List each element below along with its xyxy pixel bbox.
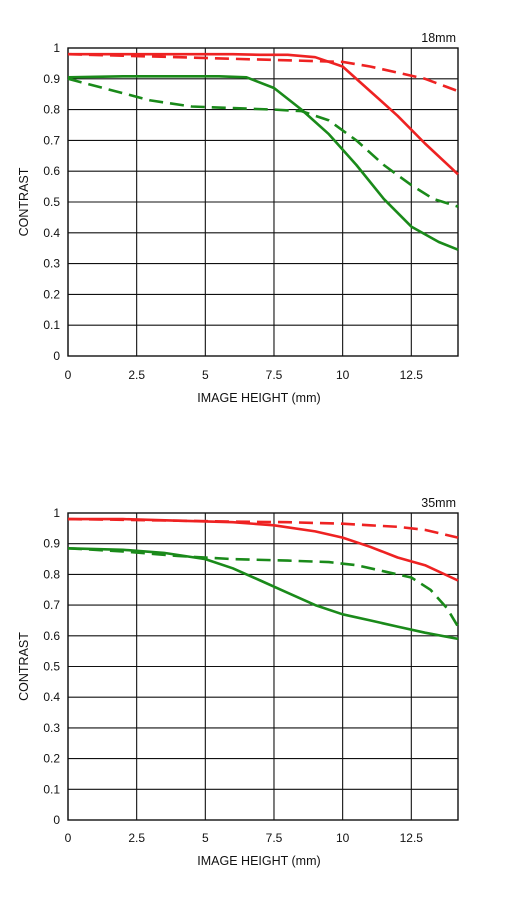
y-tick-label: 0.6 bbox=[43, 164, 60, 178]
y-tick-label: 0.1 bbox=[43, 318, 60, 332]
chart-title: 18mm bbox=[421, 31, 456, 45]
y-tick-label: 0.5 bbox=[43, 195, 60, 209]
y-tick-label: 0.6 bbox=[43, 629, 60, 643]
y-tick-label: 0.8 bbox=[43, 103, 60, 117]
y-tick-label: 0.9 bbox=[43, 537, 60, 551]
y-tick-label: 1 bbox=[53, 506, 60, 520]
mtf-chart-35mm: 35mm 0 0.1 0.2 0.3 0.4 0.5 0.6 0.7 0.8 0.9 1 0 2.5 5 7.… bbox=[0, 465, 520, 901]
x-tick-label: 2.5 bbox=[128, 368, 145, 382]
x-tick-label: 5 bbox=[202, 368, 209, 382]
y-tick-label: 0.9 bbox=[43, 72, 60, 86]
series-line-2-solid bbox=[67, 75, 459, 251]
y-axis-label: CONTRAST bbox=[17, 167, 31, 236]
y-tick-label: 0.4 bbox=[43, 690, 60, 704]
chart-title: 35mm bbox=[421, 496, 456, 510]
series-line-3-dashed bbox=[67, 547, 460, 628]
y-tick-label: 0.4 bbox=[43, 226, 60, 240]
series-line-0-solid bbox=[68, 52, 459, 176]
y-tick-label: 0 bbox=[53, 349, 60, 363]
x-tick-label: 7.5 bbox=[266, 368, 283, 382]
y-tick-label: 0.1 bbox=[43, 782, 60, 796]
series-line-2-solid bbox=[67, 547, 459, 641]
y-tick-label: 0.7 bbox=[43, 598, 60, 612]
plot-frame bbox=[67, 512, 459, 821]
y-tick-label: 0.5 bbox=[43, 660, 60, 674]
x-tick-label: 10 bbox=[336, 831, 350, 845]
y-tick-label: 0.8 bbox=[43, 567, 60, 581]
x-tick-label: 12.5 bbox=[400, 831, 424, 845]
y-tick-label: 0.3 bbox=[43, 257, 60, 271]
y-tick-label: 0.2 bbox=[43, 752, 60, 766]
y-tick-label: 1 bbox=[53, 41, 60, 55]
x-tick-label: 7.5 bbox=[266, 831, 283, 845]
x-axis-label: IMAGE HEIGHT (mm) bbox=[197, 391, 320, 405]
x-tick-label: 0 bbox=[65, 831, 72, 845]
series-line-1-dashed bbox=[67, 52, 459, 93]
x-tick-label: 10 bbox=[336, 368, 350, 382]
series-line-1-dashed bbox=[67, 517, 459, 539]
x-axis-label: IMAGE HEIGHT (mm) bbox=[197, 854, 320, 868]
x-tick-label: 2.5 bbox=[128, 831, 145, 845]
plot-frame bbox=[67, 47, 459, 357]
y-tick-label: 0 bbox=[53, 813, 60, 827]
x-tick-label: 0 bbox=[65, 368, 72, 382]
y-tick-label: 0.7 bbox=[43, 133, 60, 147]
x-tick-label: 5 bbox=[202, 831, 209, 845]
mtf-chart-18mm: 18mm 0 0.1 0.2 0.3 0.4 0.5 0.6 0.7 0.8 0.9 1 0 2.5 5 7.… bbox=[0, 0, 520, 450]
x-tick-label: 12.5 bbox=[400, 368, 424, 382]
y-tick-label: 0.3 bbox=[43, 721, 60, 735]
y-axis-label: CONTRAST bbox=[17, 632, 31, 701]
series-line-3-dashed bbox=[67, 77, 459, 208]
y-tick-label: 0.2 bbox=[43, 287, 60, 301]
